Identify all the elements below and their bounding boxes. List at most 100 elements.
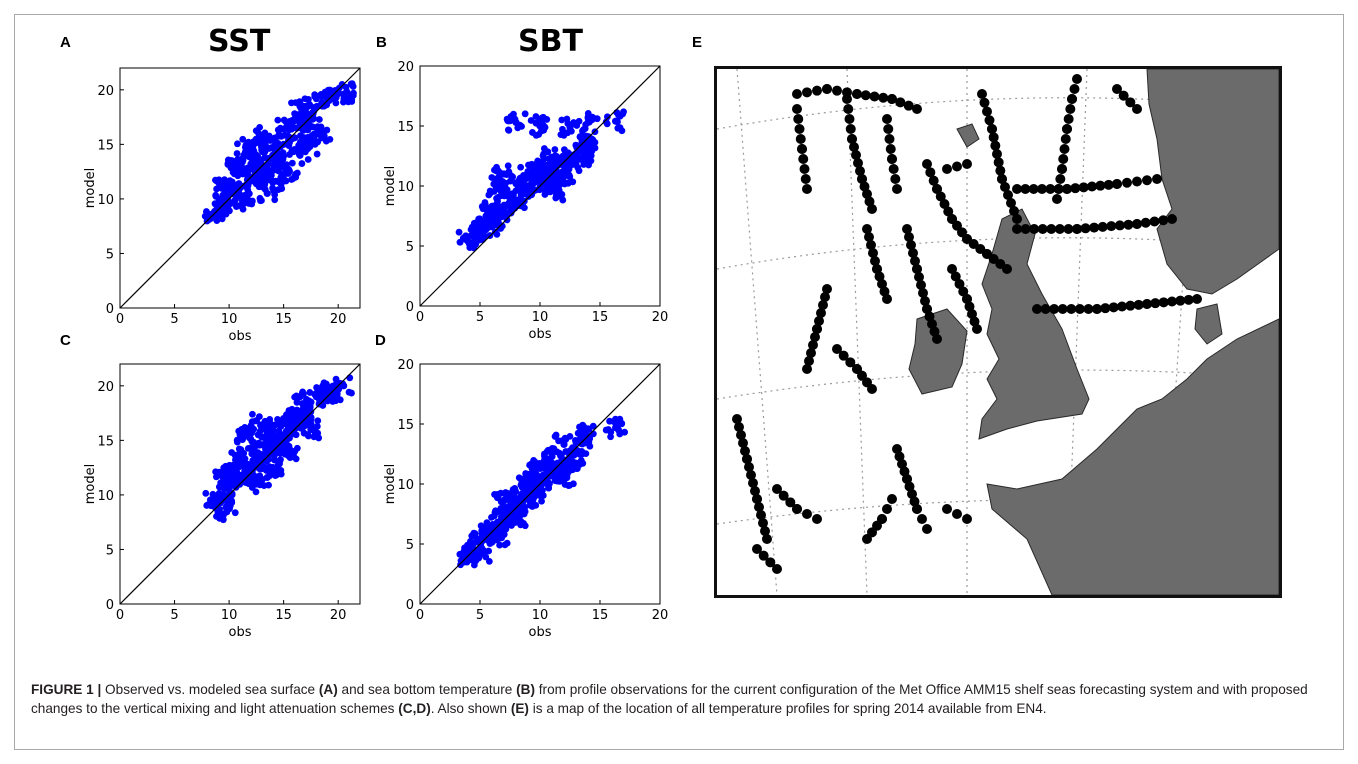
profile-dot (1006, 198, 1016, 208)
data-point (582, 428, 590, 436)
data-point (566, 458, 574, 466)
profile-dot (756, 510, 766, 520)
data-point (559, 125, 566, 133)
profile-dot (988, 132, 999, 143)
profile-dot (1125, 97, 1136, 108)
panel-label-a: A (60, 34, 71, 51)
profile-dot (760, 526, 770, 536)
data-point (209, 495, 217, 503)
reference-line (419, 363, 661, 605)
data-point (532, 113, 540, 120)
data-point (233, 150, 241, 157)
data-point (239, 436, 246, 443)
data-point (288, 125, 295, 133)
data-point (578, 154, 586, 162)
profile-dot (884, 134, 895, 144)
data-point (456, 238, 464, 246)
data-point (503, 216, 511, 224)
profile-dot (942, 504, 952, 514)
data-point (252, 180, 260, 188)
data-point (534, 171, 542, 178)
profile-dot (947, 264, 957, 274)
data-point (512, 118, 520, 126)
data-point (212, 192, 220, 200)
data-point (304, 133, 312, 141)
panel-label-d: D (375, 332, 386, 349)
profile-dot (845, 357, 856, 368)
data-point (295, 141, 303, 149)
data-point (486, 187, 494, 195)
data-point (566, 432, 574, 440)
data-point (215, 468, 223, 476)
profile-dot (1003, 190, 1013, 200)
data-point (323, 94, 331, 103)
data-point (299, 126, 307, 134)
caption-text-2: and sea bottom temperature (337, 682, 517, 697)
caption-text-4: . Also shown (430, 701, 511, 716)
profile-dot (914, 272, 924, 282)
data-point (272, 162, 279, 170)
data-point (554, 187, 562, 195)
data-point (548, 153, 556, 161)
data-point (506, 177, 514, 185)
data-point (280, 414, 288, 423)
profile-dot (916, 280, 926, 290)
data-point (307, 425, 315, 434)
y-tick-label: 20 (397, 358, 414, 373)
data-point (603, 120, 611, 128)
profile-dot (952, 161, 962, 172)
y-tick-label: 0 (106, 302, 114, 317)
data-point (520, 204, 528, 212)
data-point (264, 176, 272, 184)
data-point (456, 550, 464, 558)
profile-dot (862, 224, 872, 234)
data-point (483, 519, 491, 527)
profile-dot (866, 240, 876, 250)
data-point (286, 151, 293, 158)
data-point (234, 140, 241, 148)
data-point (310, 130, 318, 138)
data-point (233, 436, 241, 444)
profile-dot (997, 174, 1007, 184)
data-point (536, 164, 544, 172)
profile-dot (1175, 295, 1186, 306)
x-tick-label: 5 (476, 310, 484, 325)
data-point (517, 521, 525, 529)
profile-dot (878, 92, 889, 103)
data-point (470, 232, 478, 240)
data-point (340, 382, 348, 390)
profile-dot (864, 232, 874, 242)
data-point (298, 160, 306, 167)
data-point (278, 185, 286, 192)
profile-dot (802, 184, 812, 194)
data-point (612, 117, 620, 125)
data-point (304, 96, 312, 103)
data-point (576, 459, 584, 467)
axes-frame (119, 363, 361, 605)
caption-figure-label: FIGURE 1 | (31, 682, 102, 697)
data-point (225, 469, 233, 477)
profile-dot (1083, 304, 1094, 314)
data-point (327, 87, 335, 95)
profile-dot (992, 149, 1002, 159)
data-point (258, 421, 266, 429)
data-point (212, 176, 219, 184)
data-point (551, 146, 559, 153)
data-point (296, 393, 304, 401)
data-point (497, 489, 505, 497)
profile-dot (1150, 298, 1161, 309)
data-point (230, 197, 239, 205)
y-tick-label: 20 (397, 60, 414, 75)
data-point (332, 397, 340, 405)
data-point (236, 453, 244, 461)
data-point (518, 478, 526, 486)
x-tick-label: 0 (116, 608, 124, 623)
data-point (214, 200, 222, 208)
profile-dot (977, 89, 987, 99)
profile-dot (838, 350, 849, 361)
profile-dot (793, 114, 804, 124)
y-tick-label: 20 (97, 84, 114, 99)
data-point (535, 131, 543, 138)
profile-dot (1125, 300, 1136, 311)
profile-dot (1000, 182, 1010, 192)
